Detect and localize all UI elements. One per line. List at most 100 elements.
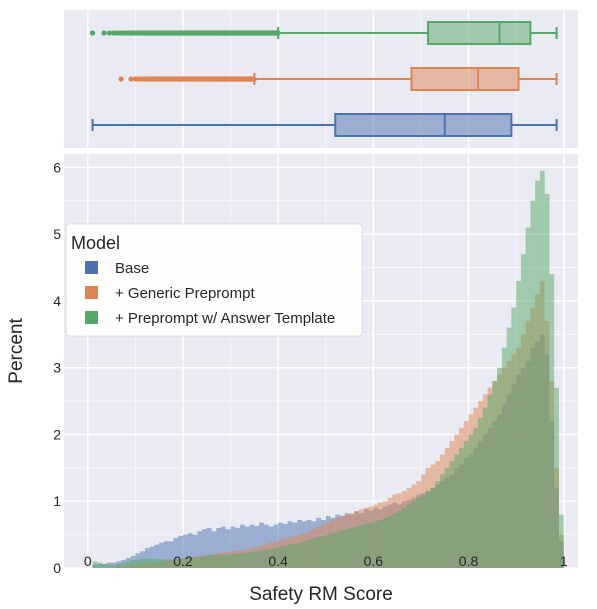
histogram-bar: [221, 554, 226, 568]
histogram-bar: [230, 526, 236, 568]
histogram-bar: [482, 407, 488, 568]
histogram-bar: [244, 526, 250, 568]
histogram-bar: [454, 454, 460, 568]
histogram-series--preprompt-w-answer-template: [92, 170, 564, 569]
histogram-bar: [297, 542, 302, 568]
histogram-panel: 0 0.2 0.4 0.6 0.8 1 0 1 2 3 4 5 6: [53, 154, 578, 576]
histogram-bar: [478, 417, 483, 568]
histogram-bar: [349, 527, 355, 568]
histogram-bar: [216, 554, 222, 568]
histogram-bar: [173, 537, 179, 568]
x-tick-label: 0: [84, 553, 92, 569]
histogram-bar: [168, 541, 174, 568]
histogram-bar: [182, 557, 188, 568]
outlier-point: [133, 76, 139, 82]
histogram-bar: [468, 434, 474, 568]
histogram-bar: [535, 180, 540, 569]
histogram-bar: [501, 347, 507, 568]
legend-swatch: [85, 311, 98, 324]
histogram-bar: [130, 559, 136, 568]
histogram-bar: [92, 561, 98, 568]
y-tick-label: 3: [53, 360, 61, 376]
histogram-bar: [554, 387, 559, 568]
histogram-bar: [230, 553, 236, 568]
histogram-bar: [135, 559, 141, 568]
histogram-bar: [149, 558, 155, 568]
histogram-bar: [411, 501, 417, 568]
box-iqr: [334, 113, 513, 137]
histogram-bar: [278, 546, 283, 568]
histogram-bar: [106, 564, 112, 568]
legend-label: + Preprompt w/ Answer Template: [115, 310, 335, 327]
histogram-bar: [216, 527, 222, 568]
histogram-bar: [359, 525, 364, 568]
histogram-bar: [159, 542, 164, 568]
histogram-bar: [492, 381, 498, 568]
histogram-bar: [401, 507, 407, 568]
histogram-bar: [382, 517, 388, 568]
y-tick-label: 4: [53, 293, 61, 309]
histogram-bar: [221, 526, 226, 568]
histogram-bar: [154, 558, 160, 568]
y-tick-labels: 0 1 2 3 4 5 6: [53, 159, 61, 576]
histogram-bar: [125, 561, 131, 568]
histogram-bar: [368, 522, 374, 568]
histogram-bar: [487, 394, 493, 568]
x-tick-label: 0.2: [173, 553, 193, 569]
histogram-bar: [116, 563, 122, 568]
histogram-bar: [154, 544, 160, 568]
legend: Model Base + Generic Preprompt + Preprompt…: [65, 223, 363, 337]
boxplot-marks: [89, 21, 558, 137]
boxplot-panel: [64, 10, 578, 148]
histogram-bar: [444, 467, 450, 568]
outlier-point: [101, 30, 107, 36]
histogram-bar: [549, 274, 555, 568]
outlier-point: [111, 30, 117, 36]
histogram-bar: [373, 521, 379, 568]
histogram-bar: [225, 554, 231, 568]
histogram-bar: [159, 559, 164, 568]
histogram-bar: [406, 504, 412, 568]
y-tick-label: 6: [53, 159, 61, 175]
histogram-bar: [144, 558, 150, 568]
histogram-bar: [435, 481, 440, 568]
histogram-bar: [254, 551, 260, 568]
histogram-bar: [397, 511, 402, 568]
histogram-bar: [182, 534, 188, 568]
histogram-bar: [506, 327, 512, 568]
histogram-bar: [420, 494, 426, 568]
histogram-bar: [102, 563, 107, 568]
histogram-bar: [511, 307, 517, 568]
outlier-point: [89, 30, 96, 36]
histogram-bar: [525, 227, 531, 569]
legend-items: Base + Generic Preprompt + Preprompt w/ An…: [85, 260, 335, 327]
y-tick-label: 1: [53, 493, 61, 509]
x-tick-label: 0.8: [459, 553, 479, 569]
histogram-bar: [225, 529, 231, 568]
histogram-bar: [211, 531, 217, 568]
legend-label: Base: [115, 260, 149, 277]
histogram-bar: [387, 515, 393, 568]
histogram-bar: [240, 524, 245, 568]
histogram-bar: [520, 254, 526, 568]
x-axis-label: Safety RM Score: [249, 584, 393, 605]
legend-swatch: [85, 286, 98, 299]
histogram-bar: [558, 514, 564, 568]
histogram-bar: [240, 553, 245, 568]
histogram-bar: [378, 519, 383, 568]
boxplot--preprompt-w-answer-template: [89, 21, 558, 45]
boxplot--generic-preprompt: [118, 67, 558, 91]
histogram-bar: [311, 538, 317, 568]
histogram-bar: [202, 555, 207, 568]
histogram-bar: [168, 559, 174, 568]
histogram-bar: [416, 497, 421, 568]
histogram-bar: [211, 554, 217, 568]
histogram-bar: [173, 558, 179, 568]
histogram-bar: [163, 541, 169, 568]
histogram-bar: [197, 531, 203, 568]
histogram-bar: [439, 474, 445, 568]
histogram-bar: [301, 541, 307, 568]
histogram-bar: [530, 200, 536, 568]
histogram-bar: [497, 367, 502, 568]
histogram-bar: [344, 529, 350, 568]
